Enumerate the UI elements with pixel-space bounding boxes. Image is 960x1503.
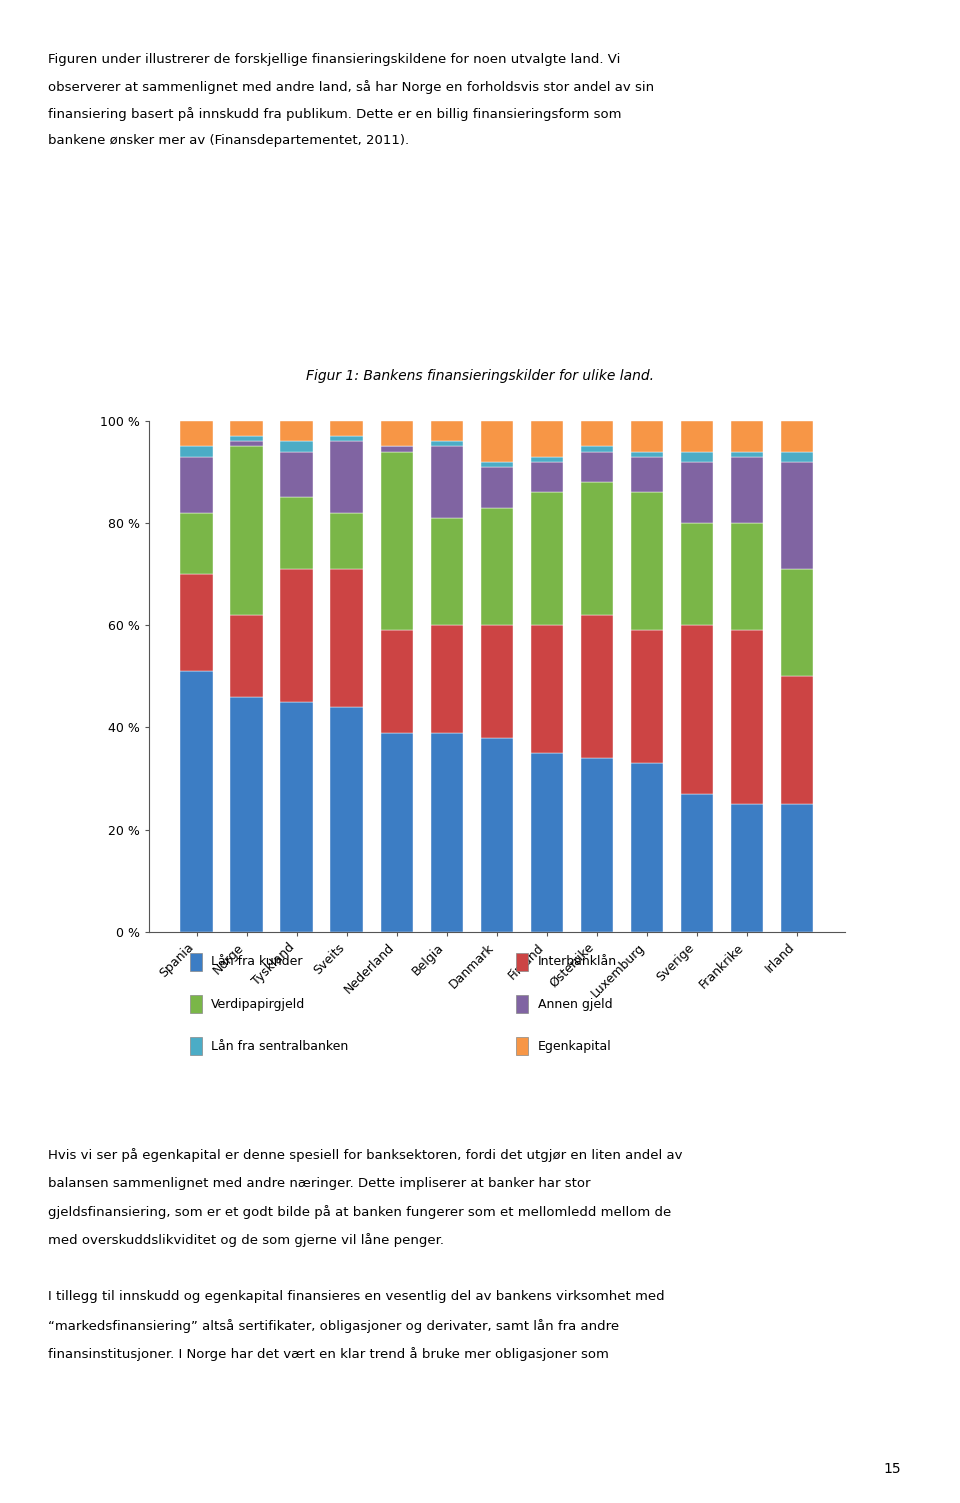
Bar (481, 738, 513, 932)
Bar (780, 451, 813, 461)
Bar (380, 446, 413, 451)
Bar (280, 421, 313, 442)
Bar (230, 697, 263, 932)
Bar (681, 625, 713, 794)
Bar (180, 513, 213, 574)
Bar (531, 461, 564, 493)
Text: 15: 15 (883, 1462, 900, 1476)
Bar (581, 421, 613, 446)
Bar (780, 570, 813, 676)
Bar (681, 421, 713, 451)
Bar (280, 570, 313, 702)
Bar (180, 457, 213, 513)
Text: Interbanklån: Interbanklån (538, 956, 616, 968)
Bar (531, 493, 564, 625)
Bar (531, 625, 564, 753)
Bar (280, 442, 313, 451)
Text: Lån fra kunder: Lån fra kunder (211, 956, 302, 968)
Bar (681, 451, 713, 461)
Bar (681, 461, 713, 523)
Bar (380, 630, 413, 732)
Bar (380, 421, 413, 446)
Bar (780, 421, 813, 451)
Bar (180, 574, 213, 672)
Bar (631, 764, 663, 932)
Bar (180, 421, 213, 446)
Bar (780, 461, 813, 570)
Bar (430, 519, 463, 625)
Bar (481, 461, 513, 467)
Bar (230, 446, 263, 615)
Bar (581, 451, 613, 482)
Bar (280, 497, 313, 570)
Bar (481, 625, 513, 738)
Bar (631, 421, 663, 451)
Bar (581, 446, 613, 451)
Text: bankene ønsker mer av (Finansdepartementet, 2011).: bankene ønsker mer av (Finansdepartement… (48, 134, 409, 147)
Bar (230, 436, 263, 442)
Bar (681, 523, 713, 625)
Bar (330, 513, 363, 570)
Bar (330, 442, 363, 513)
Text: Figur 1: Bankens finansieringskilder for ulike land.: Figur 1: Bankens finansieringskilder for… (306, 370, 654, 383)
Bar (581, 758, 613, 932)
Bar (481, 467, 513, 508)
Bar (731, 523, 763, 630)
Bar (581, 482, 613, 615)
Text: “markedsfinansiering” altså sertifikater, obligasjoner og derivater, samt lån fr: “markedsfinansiering” altså sertifikater… (48, 1318, 619, 1333)
Bar (230, 421, 263, 436)
Bar (531, 753, 564, 932)
Bar (380, 451, 413, 630)
Bar (731, 457, 763, 523)
Bar (780, 804, 813, 932)
Bar (430, 625, 463, 732)
Bar (681, 794, 713, 932)
Text: Figuren under illustrerer de forskjellige finansieringskildene for noen utvalgte: Figuren under illustrerer de forskjellig… (48, 53, 620, 66)
Bar (230, 615, 263, 697)
Bar (180, 446, 213, 457)
Bar (430, 446, 463, 519)
Text: observerer at sammenlignet med andre land, så har Norge en forholdsvis stor ande: observerer at sammenlignet med andre lan… (48, 80, 654, 93)
Bar (731, 804, 763, 932)
Text: balansen sammenlignet med andre næringer. Dette impliserer at banker har stor: balansen sammenlignet med andre næringer… (48, 1177, 590, 1190)
Text: Lån fra sentralbanken: Lån fra sentralbanken (211, 1040, 348, 1052)
Bar (430, 442, 463, 446)
Bar (330, 706, 363, 932)
Text: finansiering basert på innskudd fra publikum. Dette er en billig finansieringsfo: finansiering basert på innskudd fra publ… (48, 107, 621, 120)
Text: med overskuddslikviditet og de som gjerne vil låne penger.: med overskuddslikviditet og de som gjern… (48, 1234, 444, 1247)
Bar (330, 421, 363, 436)
Bar (731, 421, 763, 451)
Bar (481, 421, 513, 461)
Text: finansinstitusjoner. I Norge har det vært en klar trend å bruke mer obligasjoner: finansinstitusjoner. I Norge har det vær… (48, 1347, 609, 1362)
Text: gjeldsfinansiering, som er et godt bilde på at banken fungerer som et mellomledd: gjeldsfinansiering, som er et godt bilde… (48, 1205, 671, 1219)
Bar (631, 493, 663, 630)
Bar (631, 630, 663, 764)
Bar (531, 457, 564, 461)
Text: Egenkapital: Egenkapital (538, 1040, 612, 1052)
Bar (631, 457, 663, 493)
Text: Annen gjeld: Annen gjeld (538, 998, 612, 1010)
Bar (430, 732, 463, 932)
Bar (581, 615, 613, 758)
Bar (180, 672, 213, 932)
Bar (230, 442, 263, 446)
Bar (481, 508, 513, 625)
Bar (430, 421, 463, 442)
Bar (780, 676, 813, 804)
Bar (731, 630, 763, 804)
Bar (631, 451, 663, 457)
Text: Verdipapirgjeld: Verdipapirgjeld (211, 998, 305, 1010)
Text: I tillegg til innskudd og egenkapital finansieres en vesentlig del av bankens vi: I tillegg til innskudd og egenkapital fi… (48, 1290, 664, 1303)
Bar (731, 451, 763, 457)
Bar (531, 421, 564, 457)
Bar (330, 570, 363, 706)
Bar (330, 436, 363, 442)
Bar (380, 732, 413, 932)
Text: Hvis vi ser på egenkapital er denne spesiell for banksektoren, fordi det utgjør : Hvis vi ser på egenkapital er denne spes… (48, 1148, 683, 1162)
Bar (280, 702, 313, 932)
Bar (280, 451, 313, 497)
